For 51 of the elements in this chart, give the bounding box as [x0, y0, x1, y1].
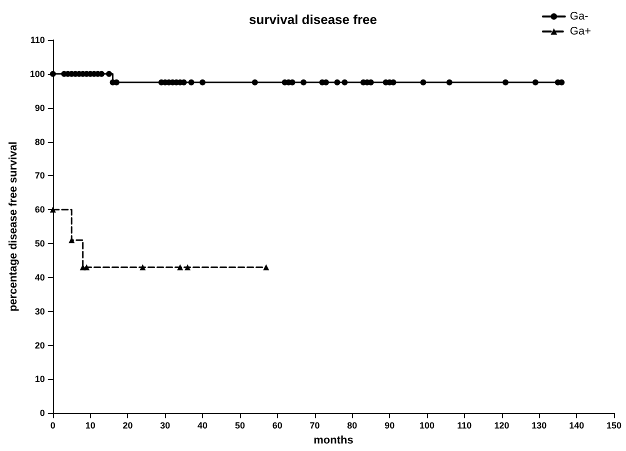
y-axis-title: percentage disease free survival — [8, 142, 20, 312]
y-tick-label: 20 — [34, 340, 45, 350]
y-tick-label: 90 — [34, 102, 45, 113]
x-tick-label: 70 — [310, 420, 320, 431]
legend-label: Ga- — [570, 10, 589, 22]
point — [140, 264, 146, 270]
x-tick-label: 140 — [569, 420, 584, 431]
point — [50, 206, 56, 213]
x-tick-label: 120 — [494, 420, 510, 431]
x-axis-title: months — [314, 434, 354, 446]
point — [502, 79, 509, 86]
point — [177, 264, 184, 270]
x-tick-label: 50 — [234, 420, 245, 431]
x-tick-label: 0 — [50, 420, 56, 431]
y-tick-label: 30 — [34, 306, 45, 316]
point — [300, 79, 307, 86]
point — [532, 79, 538, 86]
legend-label: Ga+ — [570, 26, 592, 38]
point — [420, 79, 426, 86]
point — [106, 70, 112, 77]
y-tick-label: 10 — [34, 374, 45, 384]
y-tick-label: 40 — [34, 272, 45, 282]
chart-title: survival disease free — [249, 12, 377, 27]
point — [50, 70, 56, 77]
x-tick-label: 20 — [122, 420, 133, 431]
point — [84, 264, 90, 270]
y-tick-label: 0 — [40, 408, 45, 418]
x-tick-label: 90 — [384, 420, 395, 431]
y-tick-label: 100 — [30, 68, 45, 79]
point — [188, 79, 194, 86]
point — [263, 264, 270, 270]
x-tick-label: 150 — [606, 420, 622, 431]
x-tick-label: 10 — [85, 420, 96, 431]
point — [200, 79, 206, 86]
x-tick-label: 80 — [347, 420, 358, 431]
point — [342, 79, 348, 86]
point — [334, 79, 340, 86]
y-tick-label: 50 — [34, 238, 45, 249]
x-tick-label: 30 — [160, 420, 170, 431]
y-tick-label: 80 — [34, 136, 45, 147]
x-tick-label: 100 — [419, 420, 434, 431]
x-tick-label: 130 — [532, 420, 547, 431]
y-tick-label: 60 — [34, 204, 45, 215]
point — [446, 79, 452, 86]
y-tick-label: 70 — [34, 170, 45, 181]
x-tick-label: 60 — [272, 420, 282, 431]
y-tick-label: 110 — [30, 35, 45, 45]
point — [184, 264, 191, 270]
x-tick-label: 40 — [198, 420, 208, 431]
point — [252, 79, 258, 86]
x-tick-label: 110 — [457, 420, 472, 431]
